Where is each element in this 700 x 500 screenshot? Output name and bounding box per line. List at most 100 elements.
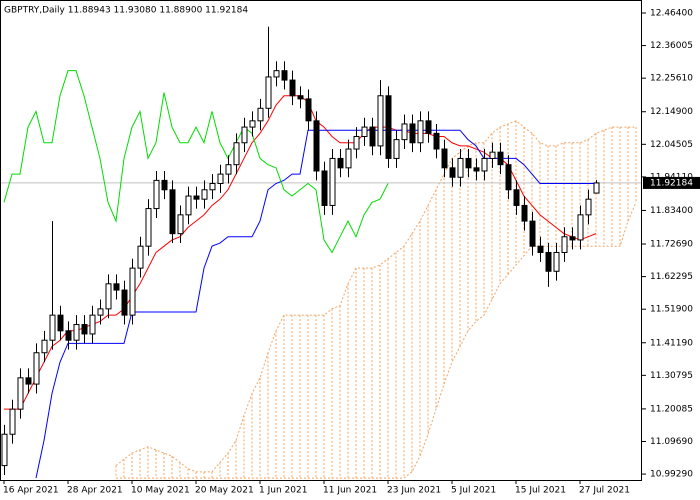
candle-body (473, 167, 480, 172)
candle-body (529, 220, 536, 247)
candle-body (41, 339, 48, 354)
candle-body (57, 314, 64, 332)
x-tick-label: 10 May 2021 (131, 486, 190, 496)
candle-body (537, 245, 544, 253)
candle-body (89, 314, 96, 335)
candle-body (497, 151, 504, 166)
candle-body (321, 170, 328, 206)
candle-body (177, 214, 184, 235)
y-tick-label: 12.25610 (650, 74, 693, 84)
candle-body (569, 236, 576, 241)
candle-body (233, 142, 240, 166)
y-tick-label: 11.41190 (650, 338, 693, 348)
candle-body (81, 324, 88, 335)
candle-body (361, 126, 368, 137)
candle-body (161, 179, 168, 191)
y-tick-label: 12.14900 (650, 107, 693, 117)
candle-body (305, 98, 312, 122)
plot-area (0, 26, 642, 479)
candle-body (401, 123, 408, 141)
candle-body (217, 173, 224, 185)
candle-body (129, 267, 136, 316)
candle-body (105, 283, 112, 310)
y-tick-label: 11.20085 (650, 404, 693, 414)
candle-body (225, 164, 232, 175)
x-tick-label: 27 Jul 2021 (579, 486, 630, 496)
chart-title: GBPTRY,Daily 11.88943 11.93080 11.88900 … (4, 6, 248, 16)
candle-body (33, 352, 40, 385)
x-tick-label: 23 Jun 2021 (387, 486, 441, 496)
candle-body (313, 120, 320, 172)
candle-body (489, 151, 496, 159)
candle-body (457, 157, 464, 178)
candle-body (97, 308, 104, 316)
candle-body (297, 95, 304, 100)
candle-body (385, 95, 392, 159)
candle-body (377, 95, 384, 147)
candle-body (433, 132, 440, 150)
y-tick-label: 11.51900 (650, 305, 693, 315)
candle-body (73, 324, 80, 341)
candle-body (465, 157, 472, 169)
cloud-span-b (116, 202, 637, 479)
candle-body (337, 157, 344, 169)
y-tick-label: 11.09690 (650, 437, 693, 447)
candle-body (577, 214, 584, 241)
y-tick-label: 11.83400 (650, 206, 693, 216)
candle-body (417, 120, 424, 144)
candle-body (425, 120, 432, 134)
candle-body (393, 139, 400, 159)
x-tick-label: 5 Jul 2021 (451, 486, 496, 496)
candle-body (281, 70, 288, 81)
candle-body (201, 189, 208, 200)
y-tick-label: 10.99290 (650, 470, 693, 480)
candle-body (1, 433, 8, 467)
candle-body (481, 157, 488, 172)
y-tick-label: 12.46400 (650, 9, 693, 19)
x-tick-label: 28 Apr 2021 (67, 486, 123, 496)
candle-body (113, 283, 120, 291)
candle-body (185, 195, 192, 216)
candle-body (65, 330, 72, 341)
candle-body (553, 251, 560, 272)
price-label: 11.92184 (650, 178, 693, 188)
candle-body (49, 314, 56, 341)
y-tick-label: 12.04505 (650, 140, 693, 150)
x-tick-label: 20 May 2021 (195, 486, 254, 496)
candle-body (249, 120, 256, 128)
candle-body (9, 408, 16, 435)
y-tick-label: 11.62295 (650, 272, 693, 282)
candle-body (369, 126, 376, 147)
candle-body (265, 76, 272, 109)
candle-body (273, 70, 280, 78)
candle-body (409, 123, 416, 144)
price-label-box (643, 176, 700, 189)
candle-body (241, 126, 248, 144)
candle-body (145, 208, 152, 247)
candle-body (449, 167, 456, 178)
candle-body (545, 251, 552, 272)
candle-body (169, 189, 176, 235)
x-tick-label: 11 Jun 2021 (323, 486, 377, 496)
candle-body (353, 135, 360, 150)
candle-body (209, 183, 216, 191)
candle-body (345, 148, 352, 169)
candle-body (585, 198, 592, 216)
cloud-span-a (115, 120, 636, 473)
y-tick-label: 12.36005 (650, 41, 693, 51)
y-tick-label: 11.72690 (650, 240, 693, 250)
candle-body (505, 164, 512, 191)
candle-body (513, 189, 520, 206)
candle-body (25, 377, 32, 385)
frame (0, 0, 642, 481)
candle-body (153, 179, 160, 210)
candle-body (593, 182, 600, 194)
x-tick-label: 1 Jun 2021 (259, 486, 307, 496)
candle-body (121, 289, 128, 316)
candle-body (17, 377, 24, 410)
candle-body (521, 204, 528, 222)
x-tick-label: 16 Apr 2021 (3, 486, 59, 496)
indicator-line (3, 70, 389, 254)
